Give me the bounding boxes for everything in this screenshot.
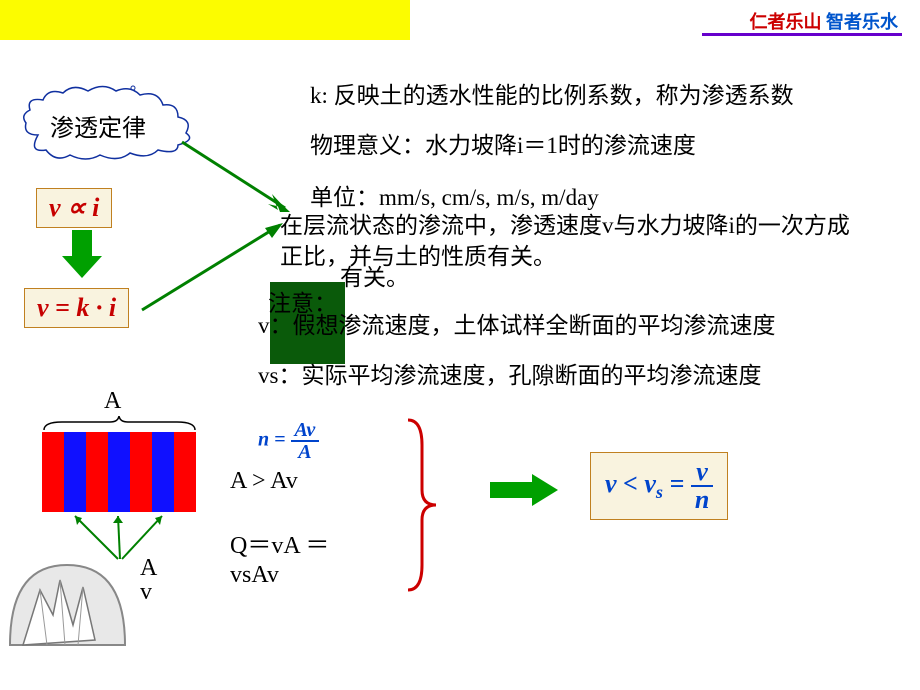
res-num: v [691,459,713,487]
formula-result: v < vs = v n [590,452,728,520]
bar-solid [86,432,108,512]
formula-q: Q＝vA ＝ vsAv [230,532,329,590]
bar-solid [174,432,196,512]
n-num: Av [291,420,320,442]
bars-label-a: A [104,388,121,415]
bar-void [108,432,130,512]
res-den: n [691,487,713,513]
bar-solid [130,432,152,512]
text-v-def: v：假想渗流速度，土体试样全断面的平均渗流速度 [258,310,878,341]
curly-brace-icon [402,415,442,600]
n-den: A [291,442,320,462]
text-phys-meaning: 物理意义：水力坡降i＝1时的渗流速度 [310,130,870,161]
bars-figure [42,432,196,512]
header-quote: 仁者乐山 智者乐水 [750,8,899,34]
header-underline [702,33,902,36]
quote-part-1: 仁者乐山 [750,12,827,32]
cloud-label: 渗透定律 [50,108,146,143]
text-note-tail: 有关。 [340,262,460,293]
q-line2: vsAv [230,562,279,588]
header-yellow-bar [0,0,410,40]
formula-n: n = Av A [258,420,319,462]
text-units: 单位：mm/s, cm/s, m/s, m/day [310,182,760,213]
res-lhs: v < vs [605,469,663,498]
formula-v-prop-i: v ∝ i [36,188,112,228]
q-line1: Q＝vA ＝ [230,533,329,559]
text-k-def: k: 反映土的透水性能的比例系数，称为渗透系数 [310,80,890,111]
formula-v-eq-ki: v = k · i [24,288,129,328]
n-eq-text: n = [258,429,286,451]
bars-label-av: Av [140,556,157,604]
formula-a-gt-av: A > Av [230,468,298,495]
bar-solid [42,432,64,512]
text-vs-def: vs：实际平均渗流速度，孔隙断面的平均渗流速度 [258,360,898,391]
res-eq: = [669,469,690,498]
rock-figure-icon [5,545,130,660]
arrow-result-icon [488,470,562,515]
bar-void [64,432,86,512]
arrow-down-icon [60,228,104,287]
bar-void [152,432,174,512]
quote-part-2: 智者乐水 [826,12,898,32]
